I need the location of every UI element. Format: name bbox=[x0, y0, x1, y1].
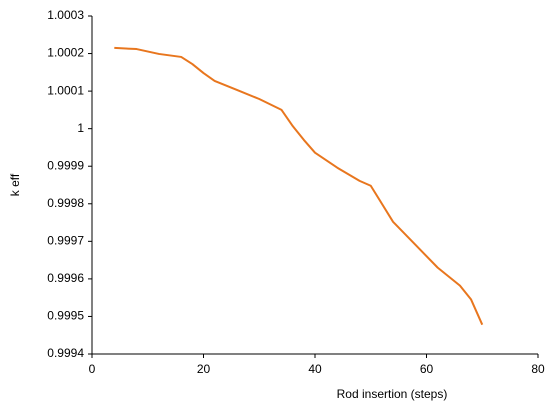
y-tick-label: 1.0001 bbox=[47, 83, 84, 97]
x-tick-label: 20 bbox=[197, 362, 211, 376]
y-tick-label: 0.9995 bbox=[47, 309, 84, 323]
y-tick-label: 0.9997 bbox=[47, 234, 84, 248]
x-tick-label: 0 bbox=[89, 362, 96, 376]
x-tick-label: 40 bbox=[308, 362, 322, 376]
y-tick-label: 0.9998 bbox=[47, 196, 84, 210]
y-tick-label: 0.9994 bbox=[47, 346, 84, 360]
x-axis-label: Rod insertion (steps) bbox=[337, 387, 448, 401]
x-tick-label: 60 bbox=[420, 362, 434, 376]
line-series bbox=[114, 46, 484, 326]
y-tick-label: 0.9999 bbox=[47, 158, 84, 172]
x-tick-label: 80 bbox=[531, 362, 545, 376]
y-tick-label: 1.0002 bbox=[47, 46, 84, 60]
y-tick-label: 0.9996 bbox=[47, 271, 84, 285]
y-axis-label: k eff bbox=[8, 173, 22, 196]
y-tick-label: 1 bbox=[77, 121, 84, 135]
y-tick-label: 1.0003 bbox=[47, 8, 84, 22]
